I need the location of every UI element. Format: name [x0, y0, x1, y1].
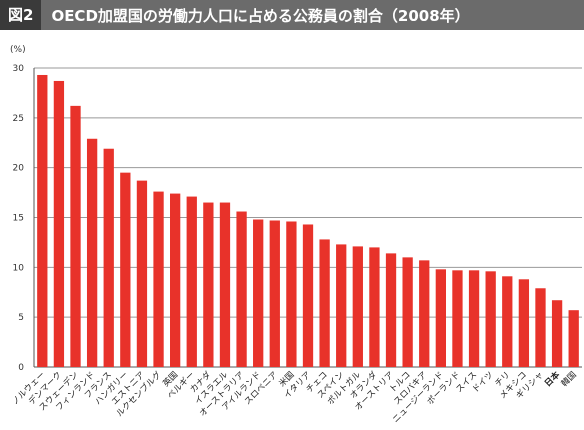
bar [452, 270, 463, 367]
bar [70, 105, 81, 367]
y-tick-label: 0 [18, 363, 24, 373]
bar [568, 310, 579, 367]
bar [269, 220, 280, 367]
bar [37, 74, 48, 367]
y-tick-label: 10 [13, 263, 25, 273]
bar [120, 172, 131, 367]
y-axis-unit-label: (%) [10, 45, 26, 55]
bar [186, 196, 197, 367]
bar [435, 269, 446, 367]
bar [352, 246, 363, 367]
bar [369, 247, 380, 367]
bar [53, 80, 65, 367]
y-tick-label: 30 [13, 64, 25, 74]
bar [336, 244, 347, 367]
bar [136, 180, 148, 367]
bar [170, 193, 181, 367]
y-tick-label: 5 [18, 313, 24, 323]
bar-chart: (%)051015202530ノルウェーデンマークスウェーデンフィンランドフラン… [10, 45, 582, 425]
bar [319, 239, 330, 367]
x-category-label: 韓国 [559, 369, 579, 389]
bar [468, 270, 480, 367]
bar [253, 219, 264, 367]
bar [286, 221, 297, 367]
bar [551, 300, 563, 367]
bar [518, 279, 530, 367]
title-bar: 図2 OECD加盟国の労働力人口に占める公務員の割合（2008年） [0, 0, 584, 30]
bar [419, 260, 430, 367]
bar [535, 288, 546, 367]
bar [236, 211, 247, 367]
bar [402, 257, 413, 367]
bar [219, 202, 231, 367]
bar [385, 253, 397, 367]
bar [485, 271, 496, 367]
bar [86, 138, 98, 367]
bar [502, 276, 513, 367]
figure-number-badge: 図2 [0, 0, 42, 30]
y-tick-label: 15 [13, 214, 24, 224]
bar [103, 148, 114, 367]
bar [203, 202, 214, 367]
y-tick-label: 25 [13, 114, 24, 124]
bar [302, 224, 314, 367]
bar [153, 191, 164, 367]
chart-title: OECD加盟国の労働力人口に占める公務員の割合（2008年） [51, 6, 470, 25]
x-category-label: 日本 [542, 369, 562, 389]
y-tick-label: 20 [13, 164, 25, 174]
